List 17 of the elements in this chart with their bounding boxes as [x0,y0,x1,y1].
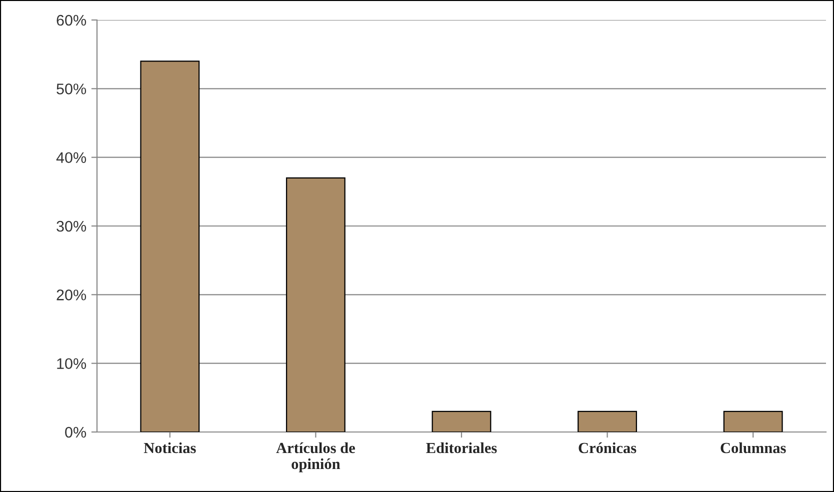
y-tick-label: 40% [56,152,86,164]
x-tick-label: Crónicas [578,442,636,454]
y-tick-label: 60% [56,14,86,26]
bar [432,410,492,432]
bar [140,60,200,432]
x-tick-label: Artículos de opinión [276,442,355,472]
y-tick-label: 50% [56,84,86,94]
y-tick-label: 20% [56,290,86,300]
y-tick-label: 10% [57,358,86,370]
bar [286,177,346,432]
y-tick-label: 30% [56,220,86,232]
y-tick-label: 0% [65,426,86,438]
x-tick-label: Editoriales [426,442,497,454]
bar [578,410,638,432]
x-tick-label: Columnas [720,442,786,454]
bar [723,410,783,432]
x-tick-label: Noticias [144,442,196,454]
